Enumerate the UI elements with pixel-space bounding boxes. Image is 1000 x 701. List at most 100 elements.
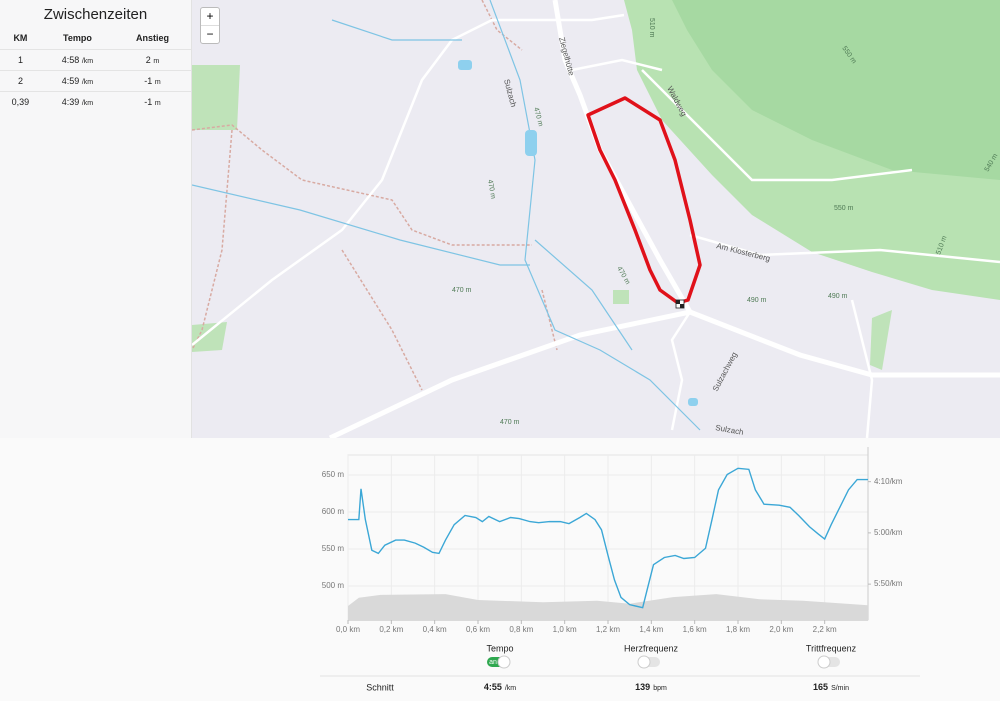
tempo-unit: /km — [81, 58, 94, 65]
split-km: 0,39 — [0, 91, 41, 112]
splits-panel: Zwischenzeiten KM Tempo Anstieg 1 4:58 /k… — [0, 0, 192, 438]
x-tick-label: 0,2 km — [379, 625, 403, 634]
toggle-knob[interactable] — [817, 655, 831, 669]
tempo-unit: /km — [81, 100, 94, 107]
y2-tick-label: 5:50/km — [874, 579, 903, 588]
summary-item: 165 S/min — [813, 682, 849, 692]
header-row: KM Tempo Anstieg — [0, 31, 191, 50]
split-km: 2 — [0, 70, 41, 92]
x-tick-label: 2,2 km — [813, 625, 837, 634]
zoom-out[interactable]: − — [201, 25, 219, 43]
trail — [192, 124, 532, 246]
climb-value: -1 — [144, 97, 153, 107]
chart: 0,0 km 0,2 km 0,4 km 0,6 km 0,8 km 1,0 km 1,2 … — [320, 447, 920, 692]
trails — [192, 0, 558, 391]
pond — [458, 60, 472, 70]
x-tick-label: 0,6 km — [466, 625, 490, 634]
stream — [192, 184, 530, 266]
finish-marker — [675, 299, 685, 309]
summary-label: Schnitt — [366, 682, 394, 692]
split-row: 0,39 4:39 /km -1 m — [0, 91, 191, 112]
y-tick-label: 600 m — [322, 507, 345, 516]
x-tick-label: 1,4 km — [639, 625, 663, 634]
toggle-knob[interactable] — [497, 655, 511, 669]
summary-value: 139 — [635, 682, 650, 692]
summary-value: 165 — [813, 682, 828, 692]
pace-line — [348, 467, 868, 609]
split-km: 1 — [0, 49, 41, 71]
summary-item: 4:55/km — [484, 682, 516, 692]
x-tick-label: 2,0 km — [769, 625, 793, 634]
toggle-state: an — [489, 659, 497, 666]
forest — [672, 0, 1000, 180]
map-label: 490 m — [828, 293, 848, 300]
toggle-label: Herzfrequenz — [624, 643, 679, 653]
split-row: 1 4:58 /km 2 m — [0, 49, 191, 71]
y-tick-label: 650 m — [322, 470, 345, 479]
map-label: 510 m — [648, 18, 655, 38]
toggle-label: Trittfrequenz — [806, 643, 857, 653]
header: Anstieg — [135, 33, 169, 43]
road — [641, 69, 913, 182]
elevation-area — [348, 594, 868, 620]
y-tick-label: 500 m — [322, 581, 345, 590]
climb-unit: m — [154, 100, 161, 107]
y2-tick-label: 5:00/km — [874, 528, 903, 537]
split-tempo: 4:58 /km — [40, 49, 114, 71]
road — [571, 58, 663, 72]
tempo-unit: /km — [81, 79, 94, 86]
toggle-knob[interactable] — [637, 655, 651, 669]
split-climb: -1 m — [113, 91, 191, 112]
trail — [192, 129, 233, 351]
climb-unit: m — [153, 58, 160, 65]
small-roads — [192, 13, 1000, 438]
streams — [192, 0, 701, 431]
summary-unit: S/min — [831, 685, 849, 692]
climb-value: 2 — [145, 55, 151, 65]
header: KM — [13, 33, 28, 43]
road — [192, 13, 625, 346]
meadow — [192, 322, 227, 352]
rows: 1 4:58 /km 2 m 2 4:59 /km -1 m 0,39 4:39 /km -1 … — [0, 49, 191, 112]
x-tick-label: 1,0 km — [553, 625, 577, 634]
y2-tick-label: 4:10/km — [874, 477, 903, 486]
flag — [676, 300, 680, 304]
meadow — [192, 65, 240, 130]
tempo-value: 4:39 — [61, 97, 80, 107]
stream — [489, 0, 701, 431]
y-tick-label: 550 m — [322, 544, 345, 553]
stream — [534, 239, 633, 351]
split-climb: 2 m — [113, 49, 191, 71]
road — [670, 311, 692, 431]
split-row: 2 4:59 /km -1 m — [0, 70, 191, 92]
header: Tempo — [63, 33, 92, 43]
split-climb: -1 m — [113, 70, 191, 92]
split-tempo: 4:59 /km — [40, 70, 114, 92]
climb-value: -1 — [144, 76, 153, 86]
road — [689, 233, 1000, 264]
tempo-value: 4:58 — [61, 55, 80, 65]
zoom-control: + − — [200, 7, 220, 44]
pond — [688, 398, 698, 406]
map: Sulzach 470 m 470 m 470 m 470 m 470 m Zi… — [192, 0, 1000, 438]
trail — [541, 289, 558, 351]
map-label: 470 m — [500, 419, 520, 426]
x-tick-label: 0,4 km — [423, 625, 447, 634]
trail — [481, 0, 523, 51]
summary-item: 139 bpm — [635, 682, 667, 692]
flag — [680, 304, 684, 308]
road — [850, 299, 874, 438]
meadow — [870, 310, 892, 370]
trail — [341, 249, 423, 391]
x-tick-label: 0,8 km — [509, 625, 533, 634]
splits-table: KM Tempo Anstieg 1 4:58 /km 2 m 2 4:59 /km -1… — [0, 31, 191, 112]
x-tick-label: 1,6 km — [683, 625, 707, 634]
map-label: 550 m — [834, 205, 854, 212]
summary-value: 4:55 — [484, 682, 502, 692]
zoom-in[interactable]: + — [206, 9, 214, 23]
map-label: 470 m — [452, 287, 472, 294]
summary-unit: /km — [505, 685, 516, 692]
x-tick-label: 1,8 km — [726, 625, 750, 634]
